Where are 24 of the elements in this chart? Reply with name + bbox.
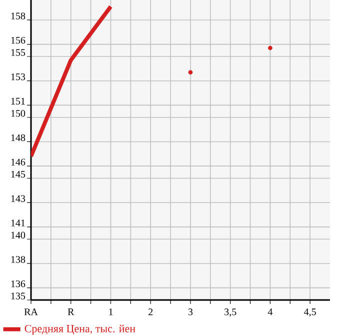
x-tick-label: 4 [268,308,273,316]
y-tick-label: 158 [11,12,26,20]
x-tick-label: RA [24,308,38,316]
y-tick-label: 155 [11,49,26,56]
y-tick-label: 145 [11,170,26,178]
y-tick-label: 141 [11,220,25,226]
legend-label: Средняя Цена, тыс. йен [24,324,136,335]
y-tick-label: 140 [11,232,26,238]
x-tick-label: 3 [188,308,193,316]
y-tick-label: 138 [11,256,26,263]
y-tick-label: 136 [11,280,26,288]
x-tick-label: 4,5 [304,308,316,317]
y-tick-label: 156 [11,36,26,44]
y-tick-label: 153 [11,73,26,80]
y-tick-label: 151 [11,98,25,105]
y-tick-label: 143 [11,195,26,202]
x-tick-label: 2 [148,308,153,316]
x-tick-label: 1 [109,308,113,316]
y-tick-label: 150 [11,110,26,117]
x-tick-label: 3,5 [224,308,236,317]
x-tick-label: R [68,308,74,316]
y-tick-label: 135 [11,292,26,300]
y-tick-label: 148 [11,134,26,142]
y-tick-label: 146 [11,158,26,166]
